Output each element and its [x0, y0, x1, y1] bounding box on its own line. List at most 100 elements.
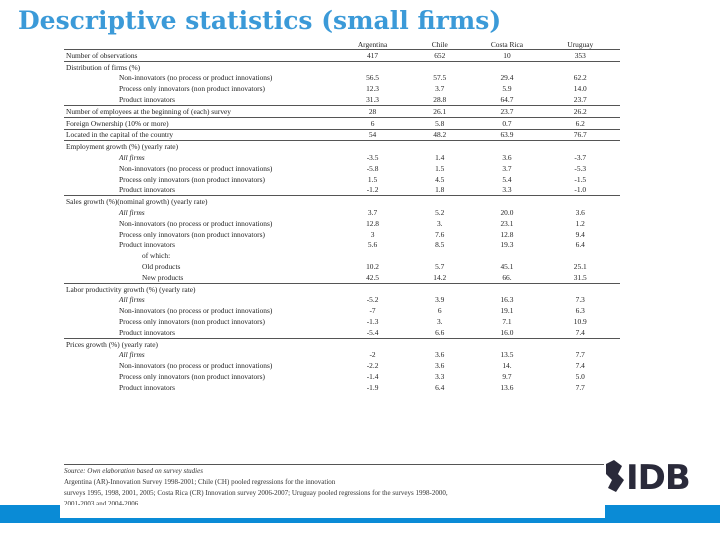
row-value: 6.4 [435, 382, 445, 392]
row-value: 13.5 [500, 350, 514, 360]
row-value [406, 250, 473, 261]
row-value [338, 282, 407, 295]
row-label: All firms [119, 153, 145, 163]
table-row: Process only innovators (non product inn… [64, 316, 620, 327]
table-body: Number of observations 417 652 10 353 Distrib… [64, 50, 620, 393]
row-value: 25.1 [573, 262, 587, 272]
row-value: 3. [436, 317, 443, 327]
row-value: 9.7 [502, 372, 512, 381]
row-value: 4.5 [435, 174, 445, 184]
row-value: 66. [502, 272, 512, 282]
row-value: -1.5 [574, 174, 587, 184]
table-row: Number of employees at the beginning of … [64, 104, 620, 118]
row-value: 14. [502, 361, 512, 371]
row-value [339, 250, 406, 261]
footer-bar-white-strip [60, 505, 605, 518]
row-value: 3. [436, 218, 443, 228]
row-value: 7.7 [575, 350, 585, 360]
table-row: All firms 3.7 5.2 20.0 3.6 [64, 207, 620, 218]
row-label: Product innovators [119, 382, 176, 392]
table-header-row: Argentina Chile Costa Rica Uruguay [64, 40, 620, 50]
row-value: 54 [338, 128, 407, 141]
row-value: 6.2 [540, 116, 620, 130]
column-header: Uruguay [540, 40, 620, 50]
table-row: Labor productivity growth (%) (yearly ra… [64, 282, 620, 295]
row-label: New products [142, 272, 184, 282]
row-value [406, 195, 474, 208]
note-line: Argentina (AR)-Innovation Survey 1998-20… [64, 478, 336, 486]
row-value: 7.1 [502, 317, 512, 327]
row-value: -1.9 [366, 382, 379, 392]
note-line: Source: Own elaboration based on survey … [64, 467, 203, 475]
table-row: Located in the capital of the country 54 4… [64, 128, 620, 141]
row-label: Process only innovators (non product inn… [119, 84, 265, 94]
statistics-table-panel: Argentina Chile Costa Rica Uruguay Numbe… [60, 40, 620, 518]
row-label: Non-innovators (no process or product in… [119, 361, 273, 371]
row-value: -1.3 [366, 317, 379, 327]
row-value: 417 [366, 50, 379, 60]
column-header: Argentina [338, 40, 407, 50]
table-row: Non-innovators (no process or product in… [64, 163, 620, 174]
row-label: Foreign Ownership (10% or more) [64, 116, 339, 130]
row-value [338, 60, 407, 73]
row-value [473, 195, 541, 208]
table-row: Product innovators -5.4 6.6 16.0 7.4 [64, 327, 620, 338]
row-value [541, 250, 620, 261]
row-value [473, 140, 541, 153]
row-value: 3.6 [435, 361, 445, 371]
row-label: Distribution of firms (%) [64, 60, 339, 73]
row-value: 14.2 [433, 272, 447, 282]
row-value [338, 337, 407, 350]
row-value: 652 [434, 50, 446, 60]
row-value: 28.8 [433, 95, 447, 105]
row-label: of which: [142, 251, 171, 261]
row-value: 1.2 [575, 218, 585, 228]
row-value: 28 [338, 104, 407, 118]
row-label: Labor productivity growth (%) (yearly ra… [64, 282, 339, 295]
row-value: -1.4 [366, 372, 379, 381]
page-title: Descriptive statistics (small firms) [18, 6, 502, 35]
row-label: Non-innovators (no process or product in… [119, 73, 273, 83]
row-value: 1.8 [435, 185, 445, 195]
table-row: Foreign Ownership (10% or more) 6 5.8 0.7 6.… [64, 116, 620, 130]
header-blank [64, 40, 339, 50]
table-row: Process only innovators (non product inn… [64, 174, 620, 185]
table-row: Prices growth (%) (yearly rate) [64, 337, 620, 350]
row-value [473, 337, 541, 350]
table-row: Number of observations 417 652 10 353 [64, 50, 620, 62]
row-value: 1.5 [435, 163, 445, 173]
row-value: 3.3 [435, 372, 445, 381]
table-row: Product innovators -1.2 1.8 3.3 -1.0 [64, 185, 620, 196]
table-row: of which: [64, 250, 620, 261]
row-value: -7 [369, 306, 376, 316]
row-value [540, 282, 620, 295]
row-label: Product innovators [119, 327, 176, 337]
row-label: Non-innovators (no process or product in… [119, 306, 273, 316]
row-value: 353 [574, 50, 586, 60]
row-value: -2 [369, 350, 376, 360]
idb-logo-mark-icon [606, 460, 624, 492]
row-value: 5.9 [502, 84, 512, 94]
row-value: 3.9 [435, 295, 445, 305]
row-value: 3.3 [502, 185, 512, 195]
row-value: 5.8 [406, 116, 474, 130]
row-value: 3.6 [435, 350, 445, 360]
row-value: 16.0 [500, 327, 514, 337]
table-row: All firms -3.5 1.4 3.6 -3.7 [64, 152, 620, 163]
row-value: 29.4 [500, 73, 514, 83]
row-label: Process only innovators (non product inn… [119, 174, 265, 184]
table-row: Process only innovators (non product inn… [64, 83, 620, 94]
row-value: 9.4 [575, 229, 585, 239]
row-value: 1.4 [435, 153, 445, 163]
row-value [473, 282, 541, 295]
row-label: Process only innovators (non product inn… [119, 372, 265, 381]
row-value: 23.1 [500, 218, 514, 228]
row-value [406, 337, 474, 350]
row-value: -3.5 [366, 153, 379, 163]
column-header: Chile [406, 40, 474, 50]
row-label: Prices growth (%) (yearly rate) [64, 337, 339, 350]
table-row: New products 42.5 14.2 66. 31.5 [64, 272, 620, 283]
row-value: 7.7 [575, 382, 585, 392]
table-row: Non-innovators (no process or product in… [64, 360, 620, 371]
row-label: Product innovators [119, 185, 176, 195]
